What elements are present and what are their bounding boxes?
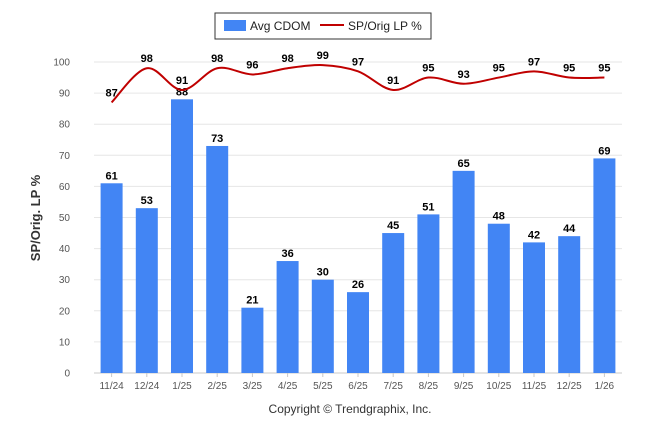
bar — [452, 170, 475, 373]
x-tick-label: 9/25 — [454, 381, 474, 392]
line-value-label: 99 — [317, 50, 329, 62]
y-tick-label: 20 — [59, 306, 71, 317]
legend-label-avg-cdom: Avg CDOM — [250, 19, 310, 33]
bar — [417, 214, 440, 373]
line-value-label: 95 — [422, 63, 434, 75]
y-tick-label: 0 — [64, 369, 70, 380]
bar-value-label: 21 — [246, 295, 258, 307]
bar-value-label: 45 — [387, 220, 399, 232]
y-tick-label: 50 — [59, 213, 71, 224]
y-tick-label: 100 — [53, 58, 70, 69]
x-tick-label: 5/25 — [313, 381, 333, 392]
bar-value-label: 61 — [105, 170, 117, 182]
y-tick-label: 90 — [59, 89, 71, 100]
legend-box — [214, 12, 432, 40]
x-tick-label: 8/25 — [419, 381, 439, 392]
bar-value-label: 36 — [281, 248, 293, 260]
y-tick-label: 30 — [59, 275, 71, 286]
y-tick-label: 60 — [59, 182, 71, 193]
x-tick-label: 11/25 — [522, 381, 547, 392]
line-value-label: 98 — [211, 53, 223, 65]
line-value-label: 93 — [457, 69, 469, 81]
bar-value-label: 44 — [563, 223, 576, 235]
x-tick-label: 7/25 — [383, 381, 403, 392]
y-tick-label: 70 — [59, 151, 71, 162]
y-tick-label: 80 — [59, 120, 71, 131]
copyright-footer: Copyright © Trendgraphix, Inc. — [269, 402, 432, 416]
x-tick-label: 1/26 — [595, 381, 615, 392]
line-series: 87 98 91 98 96 98 99 97 91 95 93 95 97 95 95 — [105, 50, 611, 104]
line-value-label: 98 — [281, 53, 293, 65]
bar-value-label: 53 — [141, 195, 153, 207]
bar-value-label: 30 — [317, 267, 329, 279]
bar — [135, 208, 158, 373]
bar — [558, 236, 581, 373]
x-axis-ticks: 11/24 12/24 1/25 2/25 3/25 4/25 5/25 6/25 7/25 8/… — [99, 373, 615, 392]
bar — [171, 99, 193, 373]
x-tick-label: 1/25 — [172, 381, 192, 392]
legend: Avg CDOM SP/Orig LP % — [214, 12, 432, 40]
sp-orig-line — [110, 64, 605, 104]
bar — [487, 223, 510, 373]
bar — [382, 233, 405, 373]
x-tick-label: 11/24 — [99, 381, 124, 392]
line-value-label: 95 — [493, 63, 505, 75]
x-tick-label: 4/25 — [278, 381, 298, 392]
line-value-label: 97 — [528, 56, 540, 68]
x-tick-label: 12/24 — [134, 381, 159, 392]
line-value-label: 95 — [563, 63, 575, 75]
x-tick-label: 3/25 — [243, 381, 263, 392]
bar-value-label: 73 — [211, 133, 223, 145]
bar-value-label: 26 — [352, 279, 364, 291]
line-value-label: 97 — [352, 56, 364, 68]
y-axis-label: SP/Orig. LP % — [28, 174, 43, 261]
legend-bar-swatch — [224, 20, 246, 31]
line-value-label: 96 — [246, 59, 258, 71]
bar-value-label: 69 — [598, 145, 610, 157]
line-value-label: 91 — [176, 75, 188, 87]
line-value-label: 98 — [141, 53, 153, 65]
line-value-label: 87 — [105, 87, 117, 99]
legend-label-sp-orig: SP/Orig LP % — [348, 19, 422, 33]
x-tick-label: 10/25 — [486, 381, 511, 392]
y-tick-label: 10 — [59, 337, 71, 348]
bar-value-label: 42 — [528, 229, 540, 241]
bar-value-label: 65 — [457, 158, 469, 170]
y-tick-label: 40 — [59, 244, 71, 255]
bar — [523, 242, 545, 373]
bar — [241, 307, 264, 373]
x-tick-label: 6/25 — [348, 381, 368, 392]
bar — [593, 158, 616, 373]
x-tick-label: 12/25 — [557, 381, 582, 392]
line-value-label: 91 — [387, 75, 399, 87]
bar — [276, 261, 299, 373]
y-axis-ticks: 0 10 20 30 40 50 60 70 80 90 100 — [53, 58, 70, 380]
x-tick-label: 2/25 — [207, 381, 227, 392]
bar — [311, 279, 334, 373]
bar — [100, 183, 123, 373]
bar-value-label: 51 — [422, 201, 434, 213]
bar — [347, 292, 369, 373]
line-value-label: 95 — [598, 63, 610, 75]
bar-value-label: 48 — [493, 211, 505, 223]
bar — [206, 145, 229, 373]
